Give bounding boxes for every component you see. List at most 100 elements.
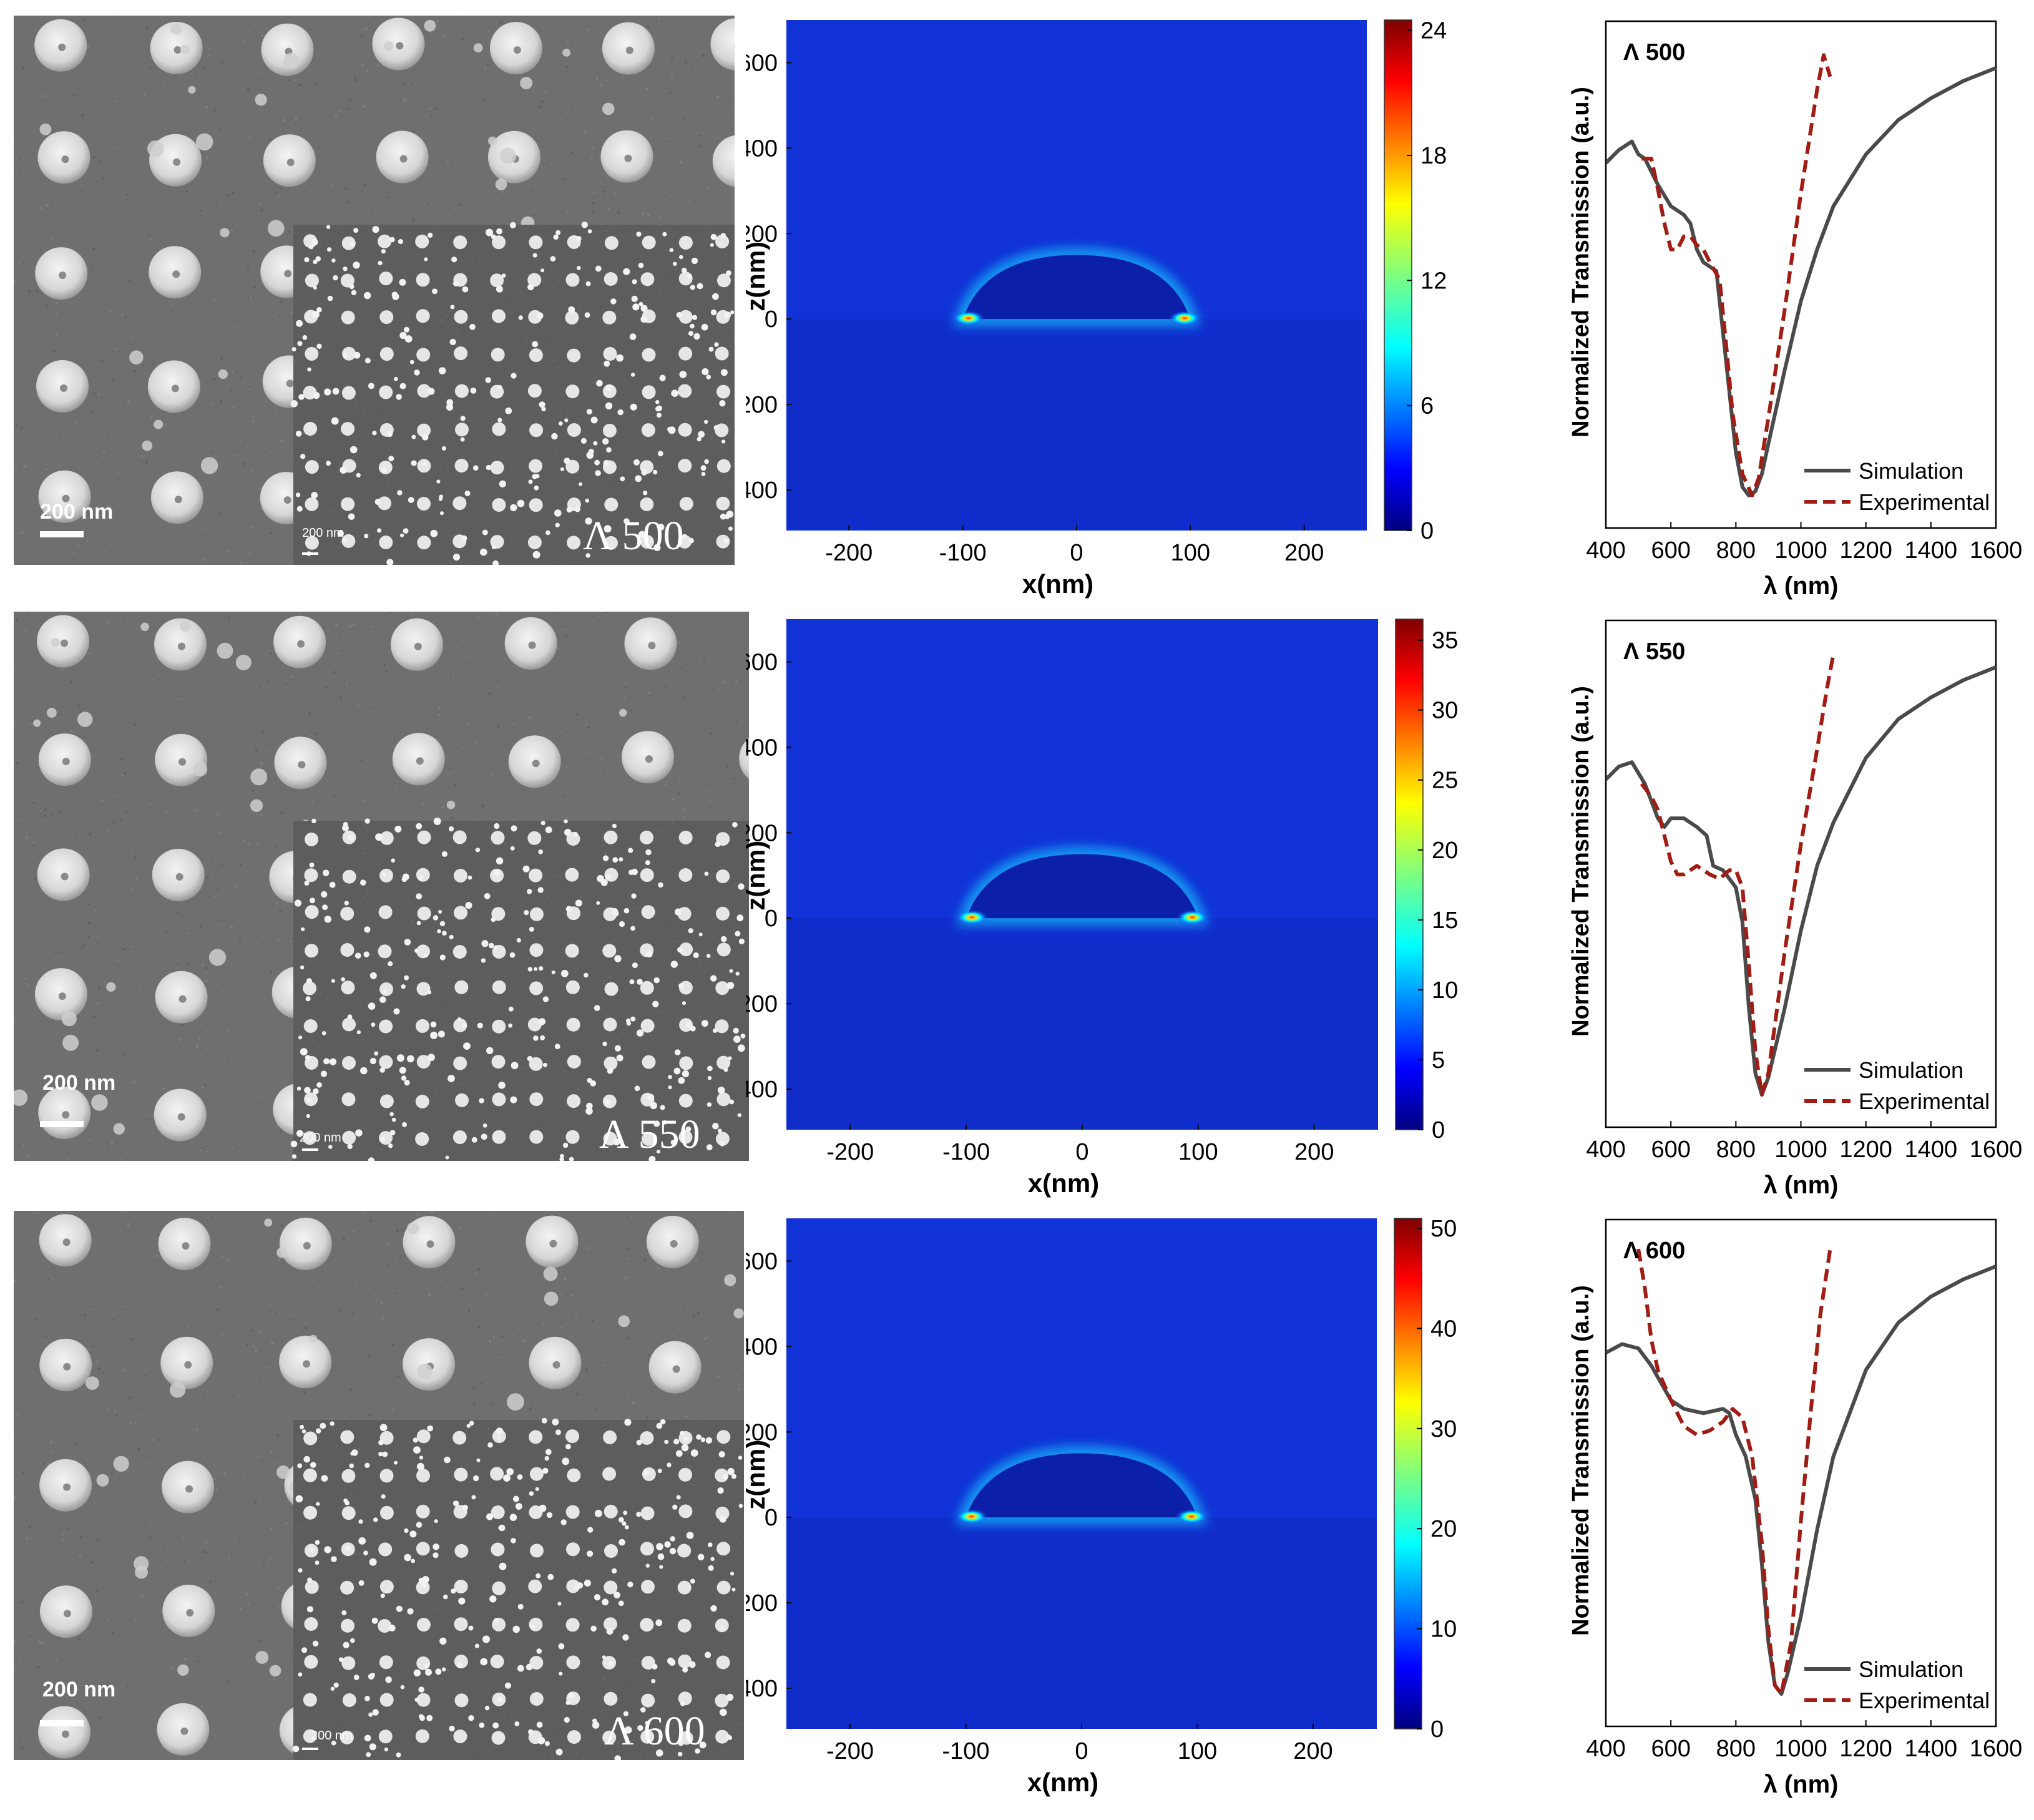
- inset-particle: [297, 341, 303, 346]
- transmission-chart-550: 400 600 800 1000 1200 1400 1600 λ (nm) Normalize…: [1532, 612, 2032, 1211]
- y-tick-label: 200: [746, 221, 778, 247]
- inset-particle: [385, 1676, 392, 1683]
- inset-particle: [659, 374, 666, 381]
- inset-disk: [678, 1467, 692, 1482]
- particle: [495, 179, 507, 190]
- inset-particle: [477, 1022, 483, 1029]
- inset-particle: [657, 413, 662, 418]
- inset-particle: [575, 899, 582, 907]
- inset-particle: [704, 459, 709, 464]
- inset-particle: [470, 388, 477, 394]
- inset-particle: [475, 848, 481, 853]
- inset-particle: [658, 882, 663, 888]
- particle: [134, 1556, 149, 1572]
- colorbar-tick-label: 25: [1432, 768, 1458, 794]
- inset-particle: [722, 1474, 728, 1480]
- sem-inset-scale-label-500: 200 nm: [302, 526, 344, 540]
- inset-particle: [497, 1696, 503, 1702]
- inset-particle: [396, 394, 402, 400]
- inset-particle: [552, 1418, 559, 1426]
- inset-disk: [455, 1093, 469, 1107]
- y-tick-label: 0: [765, 306, 778, 333]
- inset-particle: [669, 1548, 677, 1555]
- particle: [255, 94, 267, 106]
- inset-scale-bar: [302, 552, 318, 555]
- inset-particle: [371, 1617, 378, 1624]
- inset-particle: [320, 1422, 326, 1429]
- inset-disk: [491, 348, 505, 362]
- inset-particle: [298, 394, 305, 400]
- inset-disk: [491, 907, 506, 921]
- inset-disk: [379, 347, 394, 361]
- inset-disk: [417, 906, 431, 921]
- inset-particle: [509, 952, 516, 958]
- hotspot-left: [952, 310, 985, 326]
- inset-particle: [364, 1462, 370, 1468]
- inset-particle: [696, 1434, 702, 1440]
- inset-particle: [345, 1545, 351, 1552]
- inset-particle: [300, 1048, 308, 1055]
- inset-particle: [426, 1715, 433, 1721]
- particle: [140, 622, 149, 632]
- inset-disk: [492, 1092, 506, 1107]
- inset-particle: [418, 1577, 424, 1583]
- row-period-550: 200 nm 200 nm Λ 550 -200-1000100200-400-…: [0, 599, 2034, 1199]
- inset-particle: [564, 418, 569, 423]
- inset-particle: [708, 1565, 714, 1571]
- inset-disk: [417, 384, 431, 398]
- inset-particle: [343, 822, 348, 827]
- inset-particle: [444, 1456, 451, 1464]
- inset-particle: [399, 278, 406, 286]
- inset-disk: [715, 1693, 729, 1708]
- inset-particle: [536, 312, 544, 320]
- inset-particle: [677, 947, 683, 953]
- inset-particle: [506, 1468, 514, 1475]
- x-tick-label: 800: [1716, 1736, 1756, 1762]
- inset-particle: [400, 1685, 405, 1690]
- particle: [269, 1665, 281, 1677]
- inset-particle: [726, 982, 735, 989]
- inset-particle: [492, 560, 499, 565]
- inset-particle: [291, 347, 296, 351]
- inset-disk: [416, 1429, 431, 1444]
- inset-particle: [544, 1741, 550, 1746]
- inset-disk: [641, 1656, 655, 1670]
- inset-disk: [642, 385, 656, 399]
- inset-particle: [586, 451, 594, 459]
- inset-particle: [630, 403, 637, 411]
- inset-particle: [587, 229, 592, 233]
- inset-particle: [296, 320, 303, 327]
- inset-particle: [623, 1510, 628, 1515]
- inset-particle: [300, 454, 306, 459]
- inset-particle: [392, 293, 399, 300]
- inset-particle: [604, 1098, 611, 1105]
- inset-disk: [565, 310, 579, 325]
- inset-particle: [592, 1721, 600, 1729]
- inset-disk: [567, 1094, 581, 1108]
- inset-particle: [491, 544, 497, 549]
- inset-particle: [660, 1105, 665, 1110]
- inset-particle: [605, 874, 611, 879]
- inset-particle: [707, 1075, 712, 1080]
- inset-particle: [330, 1421, 335, 1426]
- inset-particle: [487, 1442, 493, 1448]
- inset-particle: [740, 1034, 746, 1039]
- inset-particle: [331, 258, 336, 263]
- inset-disk: [492, 1130, 506, 1144]
- spectrum-x-axis-label: λ (nm): [1764, 1771, 1839, 1798]
- particle: [562, 49, 570, 57]
- particle: [446, 800, 456, 810]
- colorbar-tick-label: 18: [1420, 143, 1447, 169]
- inset-disk: [452, 1431, 467, 1445]
- inset-particle: [596, 379, 603, 387]
- inset-particle: [416, 823, 423, 829]
- inset-particle: [391, 1117, 396, 1122]
- inset-disk: [303, 1729, 317, 1743]
- inset-particle: [508, 1006, 514, 1012]
- sem-image-500: 200 nm 200 nm Λ 500: [14, 16, 735, 565]
- inset-particle: [720, 233, 726, 238]
- inset-disk: [455, 423, 469, 437]
- inset-particle: [364, 534, 369, 539]
- inset-particle: [327, 247, 332, 252]
- inset-disk: [641, 1580, 655, 1594]
